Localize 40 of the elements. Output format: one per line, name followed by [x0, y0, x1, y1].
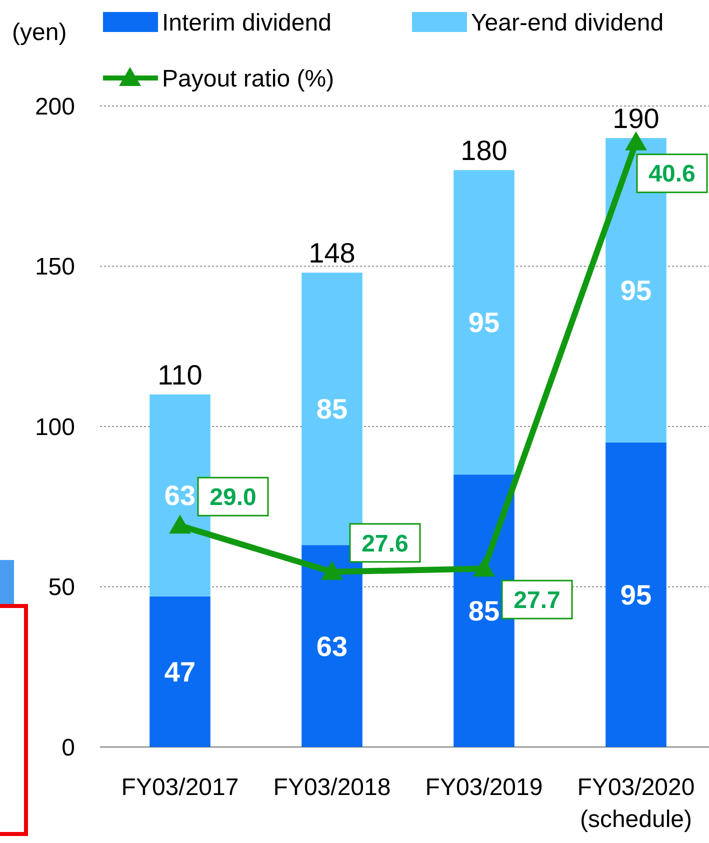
bar — [454, 474, 514, 747]
total-label: 148 — [308, 238, 356, 269]
legend-label: Interim dividend — [162, 9, 332, 36]
point — [321, 560, 343, 580]
data-label: 63 — [164, 480, 196, 512]
data-label: 95 — [620, 580, 652, 611]
x-tick-label: FY03/2017 — [121, 774, 239, 801]
y-tick-label: 100 — [34, 414, 75, 441]
y-tick-label: 0 — [62, 734, 75, 762]
data-label: 95 — [468, 307, 500, 338]
x-tick-label: FY03/2020 (schedule) — [577, 774, 695, 833]
total-label: 180 — [460, 135, 508, 166]
x-tick-label: FY03/2019 — [425, 774, 543, 801]
data-label: 47 — [164, 656, 196, 688]
legend-label: Payout ratio (%) — [162, 65, 334, 92]
data-label: 40.6 — [648, 160, 696, 188]
y-tick-label: 200 — [34, 93, 75, 120]
legend-label: Year-end dividend — [471, 9, 664, 36]
bar — [150, 394, 210, 596]
y-tick-label: 50 — [48, 574, 75, 602]
point — [473, 558, 495, 577]
total-label: 110 — [158, 359, 202, 390]
bar — [150, 596, 210, 747]
y-axis-title: (yen) — [12, 19, 67, 46]
data-label: 29.0 — [210, 484, 256, 512]
data-label: 27.7 — [514, 586, 560, 614]
x-tick-label: FY03/2018 — [273, 774, 391, 801]
data-label: 27.6 — [362, 530, 408, 558]
point — [169, 514, 191, 534]
data-label: 85 — [316, 394, 348, 425]
total-label: 190 — [612, 103, 660, 134]
data-label: 63 — [316, 630, 348, 662]
bar — [302, 272, 362, 546]
bar — [302, 545, 362, 747]
point — [625, 131, 647, 150]
data-label: 85 — [468, 596, 500, 627]
y-tick-label: 150 — [34, 254, 75, 281]
bar — [606, 442, 666, 747]
bar — [454, 170, 514, 475]
data-label: 95 — [620, 275, 652, 306]
